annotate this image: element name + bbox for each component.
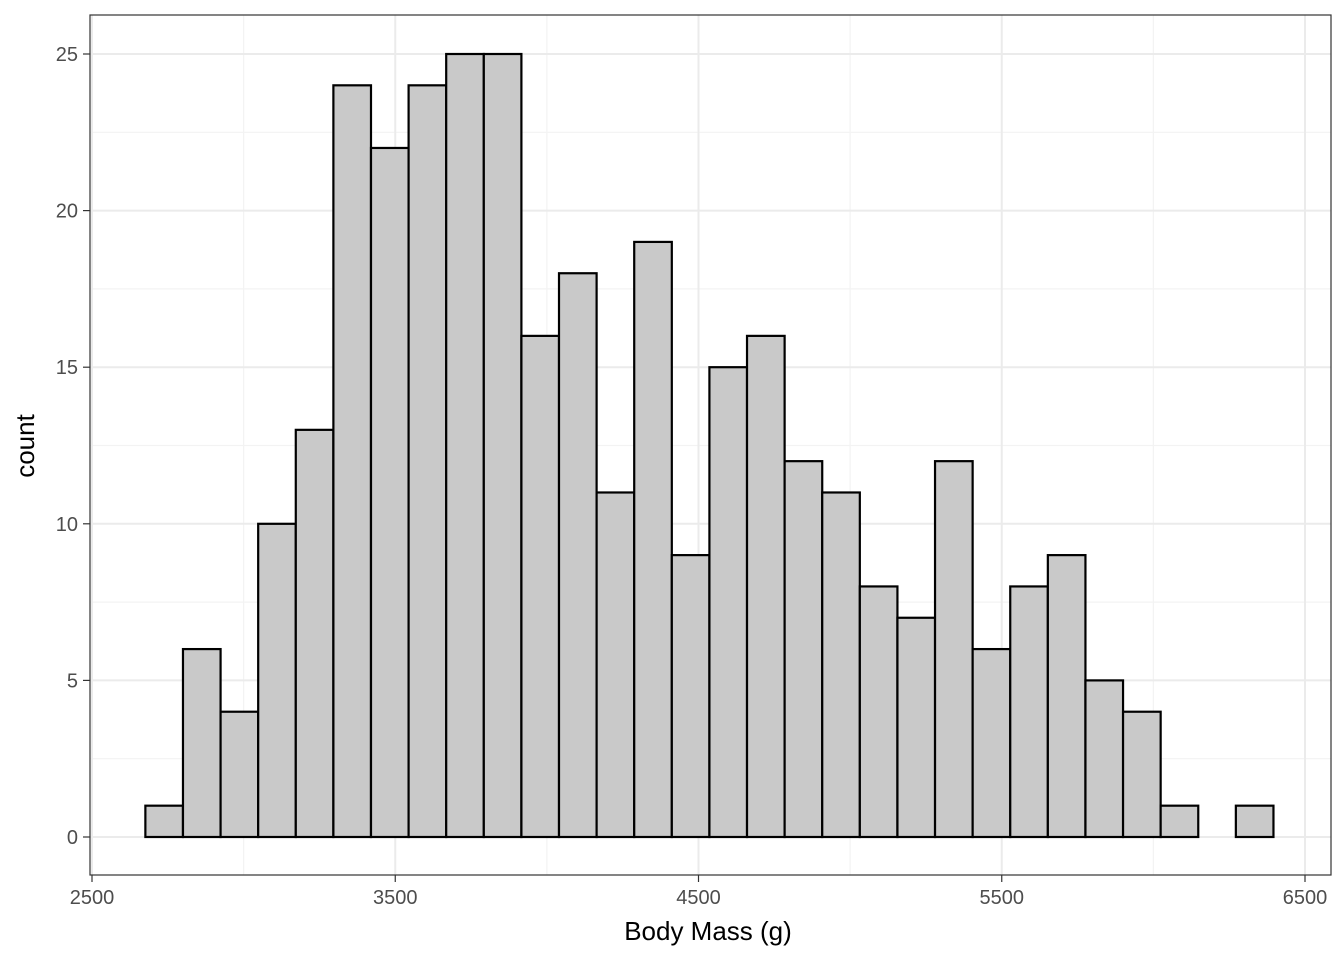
histogram-bar [181,647,222,839]
x-axis-title: Body Mass (g) [624,916,792,946]
y-tick-label: 15 [56,357,78,379]
histogram-bar [219,710,260,839]
histogram-bar [557,272,598,839]
x-tick-label: 3500 [373,887,418,909]
x-tick-label: 6500 [1283,887,1328,909]
histogram-bar [595,491,636,839]
y-tick-label: 0 [67,827,78,849]
histogram-bar [670,554,711,839]
histogram-bar [144,804,185,839]
histogram-bar [745,334,786,839]
histogram-bar [858,585,899,839]
histogram-bar [633,240,673,839]
histogram-bar [520,334,561,839]
histogram-bar [445,52,485,839]
y-tick-label: 10 [56,514,78,536]
histogram-bar [332,84,373,839]
histogram-bar [1084,679,1125,839]
x-tick-label: 4500 [676,887,721,909]
histogram-bar [1121,710,1162,839]
x-tick-label: 5500 [980,887,1025,909]
histogram-bar [1234,804,1275,839]
histogram-bars [144,52,1275,839]
y-tick-label: 5 [67,670,78,692]
histogram-bar [783,460,824,839]
x-axis: 2500 3500 4500 5500 6500 [70,875,1328,909]
histogram-bar [369,146,410,839]
y-axis-title: count [10,413,40,477]
y-axis: 0 5 10 15 20 25 [56,44,90,849]
histogram-bar [971,647,1012,839]
histogram-bar [407,84,448,839]
histogram-bar [821,491,861,839]
y-tick-label: 25 [56,44,78,66]
panel-border [89,14,1332,876]
histogram-bar [896,616,937,839]
histogram-bar [1009,585,1049,839]
histogram-bar [708,366,749,839]
y-tick-label: 20 [56,201,78,223]
histogram-bar [294,428,335,839]
x-tick-label: 2500 [70,887,115,909]
histogram-bar [933,460,974,839]
histogram-bar [257,522,297,839]
histogram-bar [1046,554,1087,839]
histogram-bar [482,52,523,839]
histogram-bar [1159,804,1200,839]
